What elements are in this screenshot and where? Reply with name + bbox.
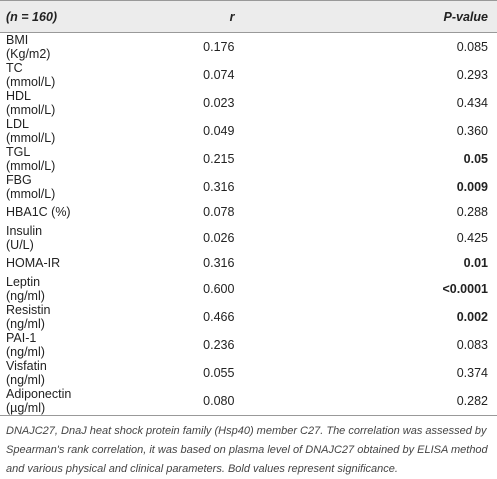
table-cell: 0.215 [203,152,235,166]
table-row: LDL (mmol/L) 0.049 0.360 [0,117,497,145]
header-cell: P-value [434,0,497,33]
table-cell: 0.083 [456,337,488,352]
table-cell: LDL (mmol/L) [6,117,56,145]
table-cell: 0.434 [456,96,488,110]
table-cell: 0.316 [203,256,235,271]
table-row: HOMA-IR 0.316 0.01 [0,252,497,275]
table-cell: TGL (mmol/L) [6,145,56,173]
table-row: Leptin (ng/ml) 0.600 <0.0001 [0,275,497,303]
table-cell: 0.078 [203,205,235,220]
table-cell: 0.466 [203,309,235,324]
table-header: (n = 160) r P-value [0,0,497,33]
header-row: (n = 160) r P-value [0,0,497,33]
table-row: BMI (Kg/m2) 0.176 0.085 [0,33,497,61]
table-cell: 0.374 [456,365,488,380]
table-cell: 0.074 [203,68,235,82]
table-cell: 0.282 [434,386,497,416]
table-cell: TC (mmol/L) [6,61,56,89]
table-cell: 0.055 [203,365,235,380]
table-cell: Resistin (ng/ml) [6,302,51,331]
table-cell: Leptin (ng/ml) [6,274,45,303]
table-row: Visfatin (ng/ml) 0.055 0.374 [0,359,497,387]
header-cell: r [79,0,435,33]
table-cell: <0.0001 [442,281,488,296]
table-row: HDL (mmol/L) 0.023 0.434 [0,89,497,117]
table-cell: 0.425 [456,230,488,245]
table-cell: 0.002 [456,309,488,324]
table-cell: 0.600 [203,281,235,296]
table-cell: 0.009 [456,180,488,194]
table-row: Resistin (ng/ml) 0.466 0.002 [0,303,497,331]
footnote: DNAJC27, DnaJ heat shock protein family … [6,424,488,475]
table-cell: PAI-1 (ng/ml) [6,330,45,359]
table-cell: 0.080 [79,386,435,416]
table-cell: 0.026 [203,230,235,245]
table-cell: 0.236 [203,337,235,352]
table-cell: 0.085 [456,40,488,54]
table-row: TC (mmol/L) 0.074 0.293 [0,61,497,89]
table-cell: 0.316 [203,180,235,194]
table-cell: BMI (Kg/m2) [6,33,51,61]
table-row: Insulin (U/L) 0.026 0.425 [0,224,497,252]
table-cell: 0.05 [463,152,488,166]
table-cell: HOMA-IR [6,256,61,271]
table-cell: 0.01 [463,256,488,271]
header-cell: (n = 160) [0,0,80,33]
table-cell: 0.049 [203,124,235,138]
table-body: BMI (Kg/m2) 0.176 0.085 TC (mmol/L) 0.074 0.2… [0,33,497,416]
table-row: PAI-1 (ng/ml) 0.236 0.083 [0,331,497,359]
table-row: Adiponectin (µg/ml) 0.080 0.282 [0,386,497,416]
table-cell: HBA1C (%) [6,205,71,220]
table-cell: 0.293 [456,68,488,82]
table-cell: Adiponectin (µg/ml) [0,386,80,416]
data-table: (n = 160) r P-value BMI (Kg/m2) 0.176 0.08… [0,0,497,416]
table-cell: HDL (mmol/L) [6,89,56,117]
table-cell: Visfatin (ng/ml) [6,358,47,387]
table-cell: Insulin (U/L) [6,223,43,252]
table-cell: FBG (mmol/L) [6,173,56,201]
table-row: HBA1C (%) 0.078 0.288 [0,201,497,224]
table-cell: 0.288 [456,205,488,220]
table-row: FBG (mmol/L) 0.316 0.009 [0,173,497,201]
table-cell: 0.176 [203,40,235,54]
table-cell: 0.360 [456,124,488,138]
table-row: TGL (mmol/L) 0.215 0.05 [0,145,497,173]
table-cell: 0.023 [203,96,235,110]
